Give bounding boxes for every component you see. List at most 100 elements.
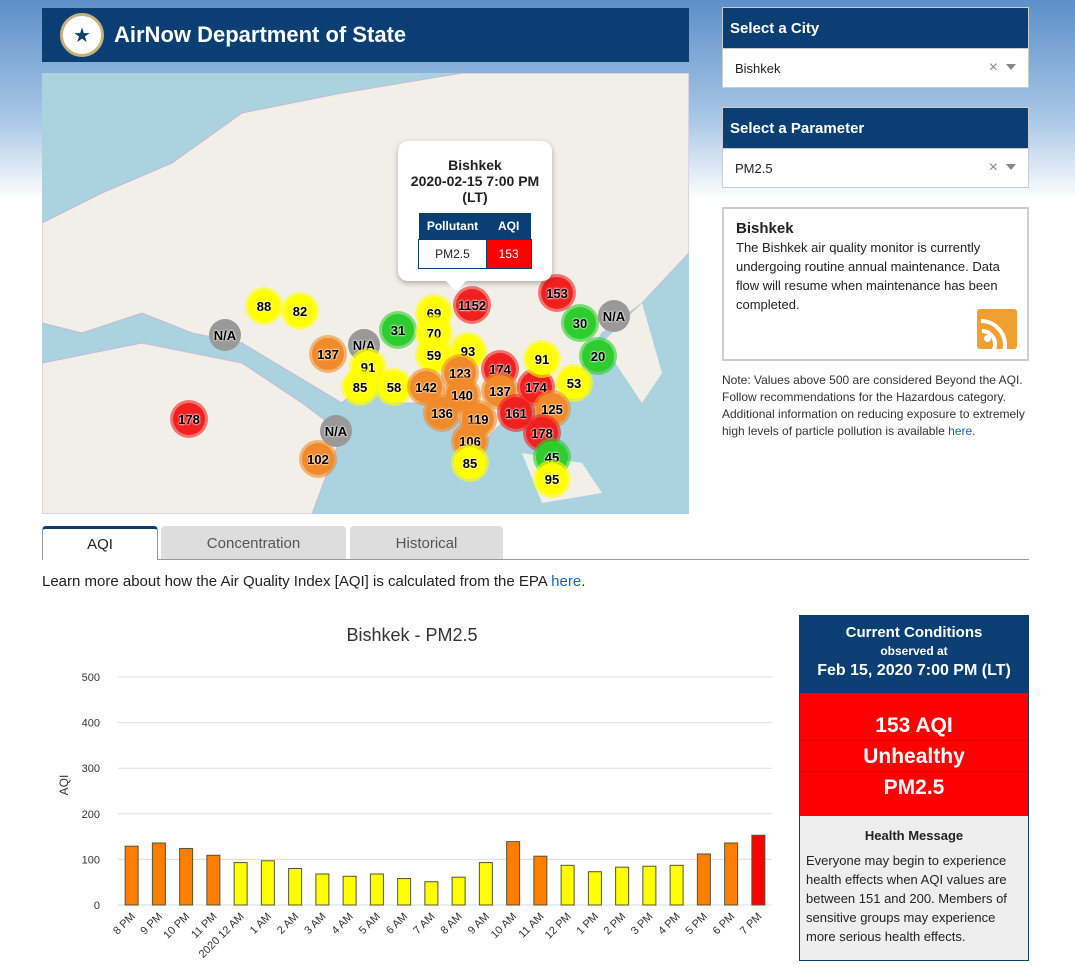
x-tick-label: 6 PM bbox=[711, 911, 738, 938]
parameter-select-label: Select a Parameter bbox=[722, 107, 1029, 149]
x-tick-label: 1 AM bbox=[248, 911, 274, 937]
aqi-marker[interactable]: 88 bbox=[248, 290, 280, 322]
map-land bbox=[42, 73, 689, 514]
bar[interactable] bbox=[616, 867, 629, 905]
x-tick-label: 2 PM bbox=[602, 911, 629, 938]
map[interactable]: 8882N/A137N/A918558178N/A102316970115259… bbox=[42, 73, 689, 514]
aqi-marker[interactable]: 58 bbox=[378, 371, 410, 403]
y-tick-label: 300 bbox=[82, 763, 100, 775]
aqi-marker[interactable]: 20 bbox=[582, 340, 614, 372]
aqi-marker[interactable]: 53 bbox=[558, 367, 590, 399]
note-link[interactable]: here bbox=[948, 424, 972, 438]
x-tick-label: 12 PM bbox=[543, 911, 574, 942]
y-tick-label: 400 bbox=[82, 718, 100, 730]
city-select-value: Bishkek bbox=[735, 61, 781, 76]
cc-title: Current Conditions bbox=[800, 624, 1028, 641]
y-tick-label: 0 bbox=[94, 900, 100, 912]
learn-text: Learn more about how the Air Quality Ind… bbox=[42, 573, 551, 590]
aqi-marker[interactable]: 85 bbox=[344, 371, 376, 403]
chevron-down-icon[interactable] bbox=[1006, 64, 1016, 75]
learn-end: . bbox=[581, 573, 585, 590]
bar[interactable] bbox=[234, 863, 247, 905]
bar[interactable] bbox=[343, 876, 356, 905]
clear-icon[interactable]: × bbox=[989, 59, 998, 77]
bar[interactable] bbox=[561, 865, 574, 905]
bar[interactable] bbox=[534, 856, 547, 905]
aqi-marker[interactable]: N/A bbox=[320, 415, 352, 447]
chart-title: Bishkek - PM2.5 bbox=[346, 625, 477, 645]
bar[interactable] bbox=[180, 848, 193, 905]
bar[interactable] bbox=[670, 865, 683, 905]
bar[interactable] bbox=[370, 874, 383, 905]
aqi-marker[interactable]: 102 bbox=[302, 443, 334, 475]
aqi-marker[interactable]: 31 bbox=[382, 314, 414, 346]
rss-icon[interactable] bbox=[977, 309, 1017, 349]
bar[interactable] bbox=[425, 882, 438, 905]
x-tick-label: 8 PM bbox=[111, 911, 138, 938]
popup-col-pollutant: Pollutant bbox=[419, 213, 486, 240]
bar[interactable] bbox=[398, 879, 411, 905]
clear-icon[interactable]: × bbox=[989, 159, 998, 177]
x-tick-label: 2 AM bbox=[275, 911, 301, 937]
aqi-marker[interactable]: 95 bbox=[536, 463, 568, 495]
tab-aqi[interactable]: AQI bbox=[42, 526, 158, 560]
aqi-marker[interactable]: 137 bbox=[312, 338, 344, 370]
learn-link[interactable]: here bbox=[551, 573, 581, 590]
aqi-marker[interactable]: 82 bbox=[284, 295, 316, 327]
bar[interactable] bbox=[289, 869, 302, 905]
bar[interactable] bbox=[207, 855, 220, 905]
aqi-marker[interactable]: 178 bbox=[173, 403, 205, 435]
bar[interactable] bbox=[125, 846, 138, 905]
map-popup: Bishkek 2020-02-15 7:00 PM (LT) Pollutan… bbox=[398, 141, 552, 281]
popup-city: Bishkek bbox=[398, 157, 552, 173]
health-message-title: Health Message bbox=[806, 826, 1022, 845]
aqi-marker[interactable]: N/A bbox=[598, 300, 630, 332]
x-tick-label: 6 AM bbox=[384, 911, 410, 937]
bar[interactable] bbox=[316, 874, 329, 905]
x-tick-label: 7 AM bbox=[411, 911, 437, 937]
health-message-text: Everyone may begin to experience health … bbox=[806, 851, 1022, 946]
y-axis-label: AQI bbox=[57, 775, 71, 796]
bar[interactable] bbox=[479, 863, 492, 905]
x-tick-label: 11 AM bbox=[517, 911, 547, 941]
aqi-bar-chart: Bishkek - PM2.5 AQI 01002003004005008 PM… bbox=[42, 615, 782, 966]
app-title: AirNow Department of State bbox=[114, 22, 406, 48]
current-conditions-panel: Current Conditions observed at Feb 15, 2… bbox=[799, 615, 1029, 961]
city-info-box: Bishkek The Bishkek air quality monitor … bbox=[722, 207, 1029, 361]
popup-pollutant: PM2.5 bbox=[419, 240, 486, 269]
bar[interactable] bbox=[261, 861, 274, 905]
bar[interactable] bbox=[452, 877, 465, 905]
x-tick-label: 4 PM bbox=[656, 911, 683, 938]
popup-col-aqi: AQI bbox=[486, 213, 531, 240]
bar[interactable] bbox=[725, 843, 738, 905]
parameter-select[interactable]: PM2.5× bbox=[722, 148, 1029, 188]
aqi-marker[interactable]: N/A bbox=[209, 319, 241, 351]
bar[interactable] bbox=[752, 835, 765, 905]
y-tick-label: 100 bbox=[82, 854, 100, 866]
aqi-marker[interactable]: 85 bbox=[454, 447, 486, 479]
aqi-marker[interactable]: 1152 bbox=[456, 289, 488, 321]
popup-aqi: 153 bbox=[486, 240, 531, 269]
aqi-marker[interactable]: 91 bbox=[526, 343, 558, 375]
tab-historical[interactable]: Historical bbox=[350, 526, 503, 559]
chevron-down-icon[interactable] bbox=[1006, 164, 1016, 175]
tab-bar: AQI Concentration Historical bbox=[42, 526, 1029, 560]
x-tick-label: 4 AM bbox=[330, 911, 356, 937]
x-tick-label: 10 PM bbox=[161, 911, 192, 942]
x-tick-label: 3 AM bbox=[302, 911, 328, 937]
aqi-marker[interactable]: 153 bbox=[541, 277, 573, 309]
bar[interactable] bbox=[697, 854, 710, 905]
app-header: ★ AirNow Department of State bbox=[42, 8, 689, 62]
bar[interactable] bbox=[507, 842, 520, 905]
bar[interactable] bbox=[643, 866, 656, 905]
x-tick-label: 1 PM bbox=[574, 911, 601, 938]
aqi-marker[interactable]: 30 bbox=[564, 307, 596, 339]
tab-concentration[interactable]: Concentration bbox=[161, 526, 346, 559]
cc-datetime: Feb 15, 2020 7:00 PM (LT) bbox=[800, 662, 1028, 680]
bar[interactable] bbox=[588, 872, 601, 905]
aqi-marker[interactable]: 136 bbox=[426, 397, 458, 429]
y-tick-label: 500 bbox=[82, 672, 100, 684]
popup-table: PollutantAQI PM2.5153 bbox=[418, 213, 531, 269]
bar[interactable] bbox=[152, 843, 165, 905]
city-select[interactable]: Bishkek × bbox=[722, 48, 1029, 88]
